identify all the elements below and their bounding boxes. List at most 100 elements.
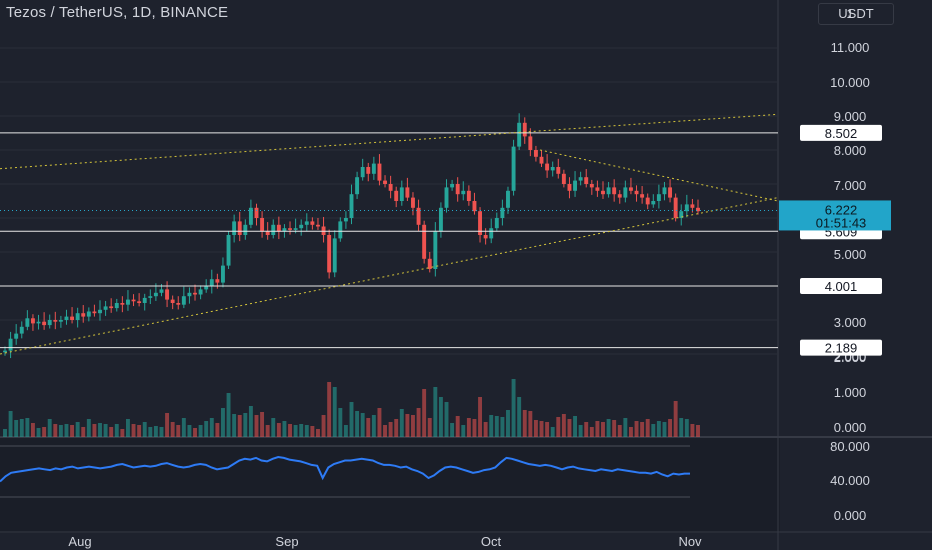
candle-body [59, 320, 63, 322]
volume-bar [215, 423, 219, 437]
candle-body [76, 313, 80, 320]
candle-body [568, 184, 572, 191]
volume-bar [439, 397, 443, 437]
volume-bar [126, 419, 130, 437]
volume-bar [249, 406, 253, 437]
volume-bar [528, 411, 532, 437]
volume-bar [635, 421, 639, 437]
volume-bar [433, 387, 437, 437]
candle-body [42, 322, 46, 325]
volume-bar [255, 415, 259, 437]
candle-body [9, 339, 13, 351]
candle-body [433, 232, 437, 269]
volume-bar [322, 415, 326, 437]
candle-body [439, 208, 443, 232]
volume-bar [618, 425, 622, 437]
candle-body [299, 225, 303, 228]
volume-bar [523, 410, 527, 437]
volume-bar [489, 415, 493, 437]
volume-bar [282, 421, 286, 437]
candle-body [3, 351, 7, 353]
volume-bar [366, 418, 370, 437]
time-axis-label: Nov [678, 534, 702, 549]
volume-bar [540, 421, 544, 437]
candle-body [176, 303, 180, 305]
candle-body [87, 312, 91, 317]
volume-bar [243, 413, 247, 437]
candle-body [601, 191, 605, 194]
volume-bar [584, 422, 588, 437]
volume-bar [98, 423, 102, 437]
volume-bar [690, 424, 694, 437]
candle-body [573, 181, 577, 191]
candle-body [389, 184, 393, 191]
volume-bar [422, 389, 426, 437]
oscillator-axis-label: 40.000 [830, 473, 870, 488]
volume-bar [573, 416, 577, 437]
candle-body [551, 167, 555, 170]
price-axis-label: 9.000 [834, 109, 867, 124]
volume-bar [137, 425, 141, 437]
candle-body [143, 298, 147, 303]
volume-bar [143, 422, 147, 437]
candle-body [137, 301, 141, 303]
currency-selector[interactable]: USDT [818, 3, 894, 25]
volume-bar [193, 428, 197, 437]
volume-bar [590, 427, 594, 437]
candle-body [238, 221, 242, 235]
price-axis-label: 5.000 [834, 247, 867, 262]
volume-bar [551, 427, 555, 437]
candle-body [98, 310, 102, 313]
candle-body [227, 235, 231, 266]
price-axis-label: 7.000 [834, 178, 867, 193]
volume-bar [37, 428, 41, 437]
candle-body [584, 177, 588, 184]
candle-body [266, 232, 270, 235]
volume-bar [389, 422, 393, 437]
candle-body [467, 191, 471, 201]
volume-bar [59, 425, 63, 437]
candle-body [310, 221, 314, 224]
candle-body [484, 235, 488, 238]
candle-body [316, 225, 320, 227]
volume-bar [260, 412, 264, 437]
volume-bar [545, 422, 549, 437]
candle-body [322, 227, 326, 236]
volume-bar [355, 411, 359, 437]
candle-body [204, 286, 208, 289]
candle-body [400, 187, 404, 201]
candle-body [517, 123, 521, 147]
volume-bar [372, 415, 376, 437]
volume-bar [472, 419, 476, 437]
volume-bar [104, 424, 108, 437]
candle-body [232, 221, 236, 235]
candle-body [171, 300, 175, 303]
volume-bar [109, 427, 113, 437]
candle-body [428, 259, 432, 269]
candle-body [607, 187, 611, 194]
candle-body [215, 279, 219, 282]
volume-bar [595, 421, 599, 437]
candle-body [472, 201, 476, 211]
candle-body [81, 313, 85, 316]
volume-bar [663, 422, 667, 437]
candle-body [53, 320, 57, 322]
volume-bar [400, 409, 404, 437]
candle-body [333, 238, 337, 272]
volume-bar [14, 420, 18, 437]
volume-axis-label: 0.000 [834, 420, 867, 435]
volume-bar [9, 411, 13, 437]
candle-body [556, 167, 560, 174]
volume-bar [629, 427, 633, 437]
volume-bar [640, 422, 644, 437]
candle-body [294, 228, 298, 230]
candle-body [377, 164, 381, 181]
candle-body [674, 198, 678, 218]
candle-body [506, 191, 510, 208]
volume-bar [394, 419, 398, 437]
candle-body [456, 184, 460, 194]
volume-bar [428, 418, 432, 437]
candle-body [534, 150, 538, 157]
candle-body [417, 208, 421, 225]
